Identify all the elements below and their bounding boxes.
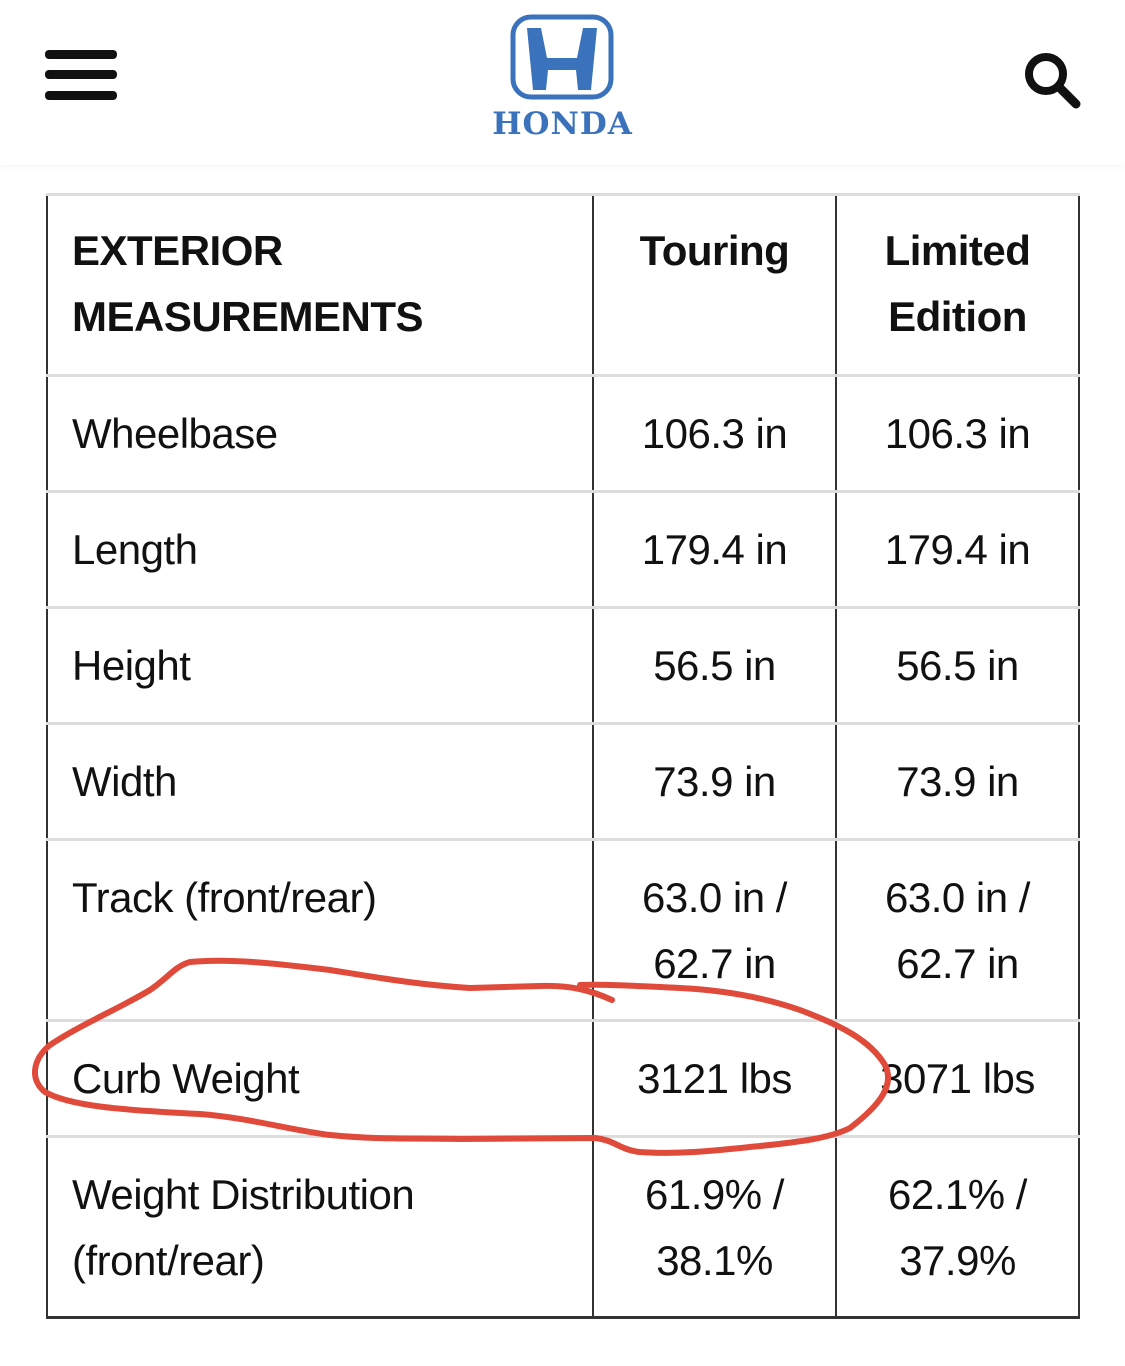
touring-value: 179.4 in [592,490,837,609]
row-label: Weight Distribution (front/rear) [46,1135,594,1319]
touring-value: 56.5 in [592,606,837,725]
limited-value: 56.5 in [835,606,1080,725]
table-row: Wheelbase 106.3 in 106.3 in [46,374,1080,493]
touring-value: 63.0 in / 62.7 in [592,838,837,1022]
row-label: Track (front/rear) [46,838,594,1022]
limited-value: 179.4 in [835,490,1080,609]
limited-value: 62.1% / 37.9% [835,1135,1080,1319]
row-label: Curb Weight [46,1019,594,1138]
table-header-row: EXTERIOR MEASUREMENTS Touring Limited Ed… [46,193,1080,377]
table-row-curb-weight: Curb Weight 3121 lbs 3071 lbs [46,1019,1080,1138]
limited-value: 63.0 in / 62.7 in [835,838,1080,1022]
row-label: Height [46,606,594,725]
limited-value: 73.9 in [835,722,1080,841]
honda-h-emblem-icon [510,14,614,100]
table-row: Track (front/rear) 63.0 in / 62.7 in 63.… [46,838,1080,1022]
touring-value: 106.3 in [592,374,837,493]
row-label: Wheelbase [46,374,594,493]
limited-value: 3071 lbs [835,1019,1080,1138]
table-row: Height 56.5 in 56.5 in [46,606,1080,725]
limited-value: 106.3 in [835,374,1080,493]
touring-value: 61.9% / 38.1% [592,1135,837,1319]
row-label: Width [46,722,594,841]
column-header-limited-edition: Limited Edition [835,193,1080,377]
column-header-touring: Touring [592,193,837,377]
hamburger-menu-icon[interactable] [45,50,117,100]
site-header: HONDA [0,0,1125,165]
honda-logo[interactable]: HONDA [465,14,660,142]
table-row: Weight Distribution (front/rear) 61.9% /… [46,1135,1080,1319]
honda-wordmark: HONDA [492,106,633,142]
row-label: Length [46,490,594,609]
table-row: Width 73.9 in 73.9 in [46,722,1080,841]
table-row: Length 179.4 in 179.4 in [46,490,1080,609]
column-header-category: EXTERIOR MEASUREMENTS [46,193,594,377]
touring-value: 73.9 in [592,722,837,841]
touring-value: 3121 lbs [592,1019,837,1138]
exterior-measurements-table: EXTERIOR MEASUREMENTS Touring Limited Ed… [46,193,1080,1319]
search-icon[interactable] [1022,50,1082,110]
